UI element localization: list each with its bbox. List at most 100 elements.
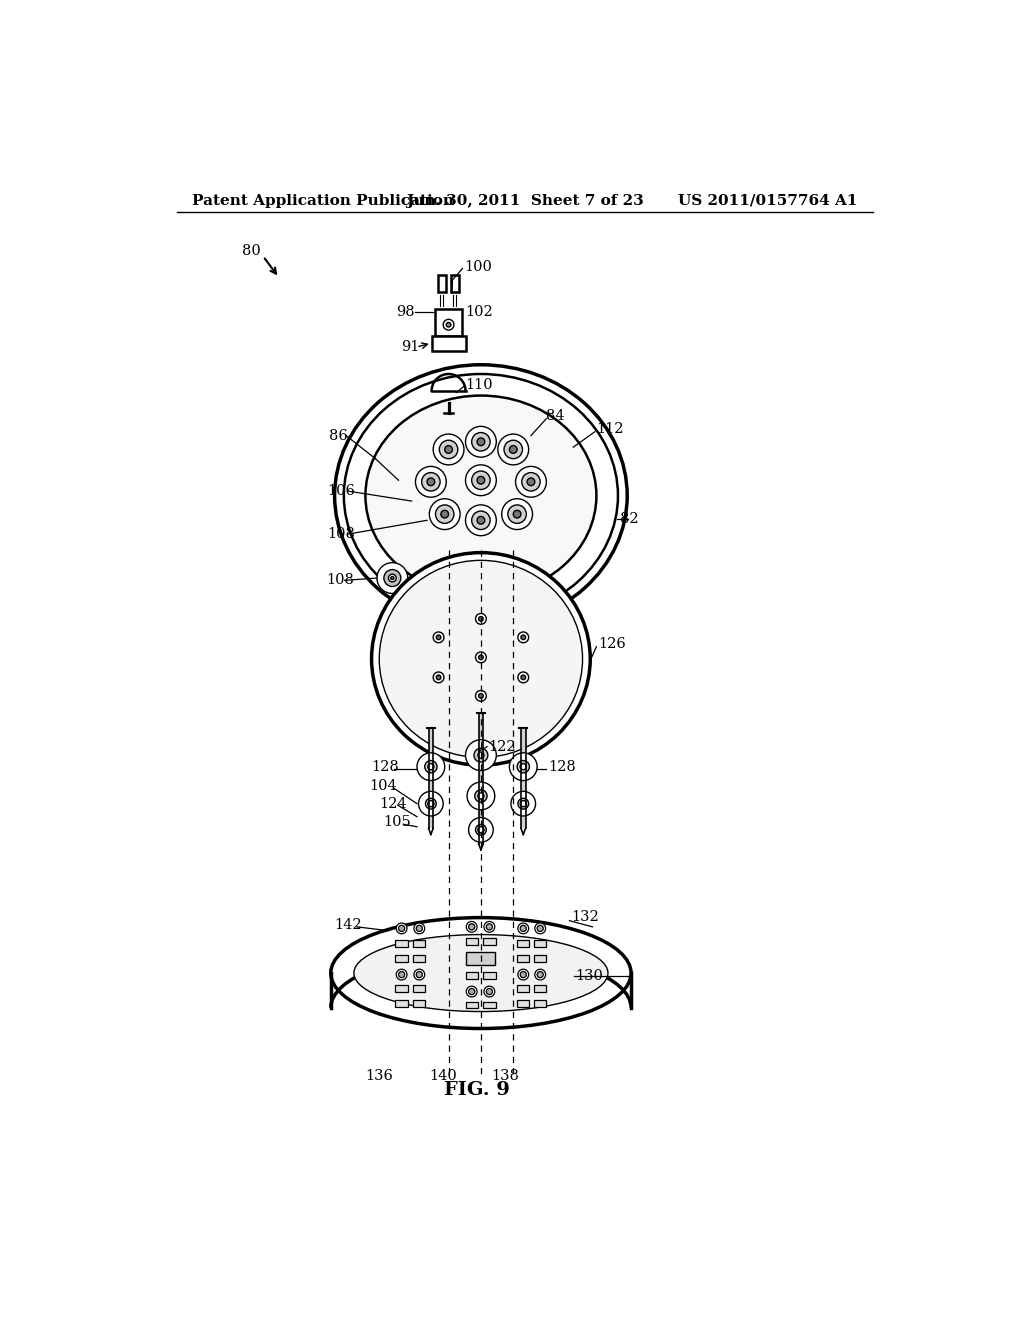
Text: 98: 98 — [396, 305, 415, 319]
Text: 122: 122 — [488, 739, 516, 754]
Circle shape — [477, 516, 484, 524]
Circle shape — [517, 760, 529, 774]
Circle shape — [478, 752, 484, 758]
Circle shape — [486, 924, 493, 929]
Circle shape — [515, 466, 547, 498]
Circle shape — [466, 465, 497, 495]
Circle shape — [518, 923, 528, 933]
Circle shape — [474, 748, 487, 762]
Bar — [395, 940, 408, 946]
Circle shape — [520, 763, 526, 770]
Circle shape — [441, 511, 449, 517]
Bar — [413, 985, 425, 991]
Circle shape — [396, 969, 407, 979]
Circle shape — [478, 616, 483, 622]
Circle shape — [472, 433, 490, 451]
Circle shape — [472, 511, 490, 529]
Circle shape — [398, 925, 404, 932]
Circle shape — [425, 799, 436, 809]
Bar — [413, 1001, 425, 1007]
Circle shape — [509, 752, 538, 780]
Circle shape — [478, 655, 483, 660]
Circle shape — [511, 792, 536, 816]
Circle shape — [427, 478, 435, 486]
Circle shape — [477, 438, 484, 446]
Circle shape — [436, 635, 441, 640]
Bar — [483, 973, 496, 979]
Text: 80: 80 — [243, 244, 261, 257]
Circle shape — [486, 989, 493, 995]
Circle shape — [433, 632, 444, 643]
Bar — [521, 729, 525, 829]
Circle shape — [475, 690, 486, 701]
Circle shape — [391, 577, 394, 579]
Text: 84: 84 — [547, 409, 565, 424]
Bar — [478, 713, 483, 843]
Bar — [466, 973, 478, 979]
Circle shape — [518, 672, 528, 682]
Text: 108: 108 — [327, 527, 354, 541]
Bar — [483, 1002, 496, 1008]
Circle shape — [417, 752, 444, 780]
Text: 112: 112 — [596, 422, 624, 437]
Circle shape — [466, 739, 497, 771]
Circle shape — [475, 789, 487, 803]
Circle shape — [520, 925, 526, 932]
Text: 108: 108 — [326, 573, 354, 587]
Circle shape — [484, 921, 495, 932]
Text: Jun. 30, 2011  Sheet 7 of 23: Jun. 30, 2011 Sheet 7 of 23 — [406, 194, 644, 207]
Bar — [535, 985, 547, 991]
Circle shape — [466, 426, 497, 457]
Circle shape — [416, 925, 422, 932]
Circle shape — [428, 763, 434, 770]
Bar — [535, 1001, 547, 1007]
Text: 136: 136 — [366, 1069, 393, 1084]
Circle shape — [422, 473, 440, 491]
Circle shape — [478, 826, 484, 833]
Text: 140: 140 — [429, 1069, 457, 1084]
Circle shape — [466, 921, 477, 932]
Bar — [517, 1001, 529, 1007]
Text: 86: 86 — [330, 429, 348, 442]
Circle shape — [478, 793, 484, 799]
Circle shape — [469, 924, 475, 929]
Circle shape — [475, 652, 486, 663]
Circle shape — [538, 972, 544, 978]
Text: 82: 82 — [621, 512, 639, 525]
Circle shape — [425, 760, 437, 774]
Circle shape — [396, 923, 407, 933]
Circle shape — [443, 319, 454, 330]
Circle shape — [446, 322, 451, 327]
Bar — [483, 939, 496, 945]
Circle shape — [446, 391, 451, 395]
Bar — [395, 1001, 408, 1007]
Bar — [435, 309, 463, 335]
Ellipse shape — [335, 364, 628, 627]
Circle shape — [443, 387, 454, 397]
Circle shape — [509, 446, 517, 453]
Bar — [517, 956, 529, 962]
Circle shape — [419, 792, 443, 816]
Circle shape — [416, 466, 446, 498]
Text: 104: 104 — [370, 779, 397, 793]
Circle shape — [484, 986, 495, 997]
Circle shape — [478, 693, 483, 698]
Circle shape — [520, 800, 526, 807]
Circle shape — [467, 781, 495, 810]
Bar — [413, 940, 425, 946]
Circle shape — [518, 632, 528, 643]
Circle shape — [513, 511, 521, 517]
Bar — [432, 335, 466, 351]
Circle shape — [414, 969, 425, 979]
Text: 128: 128 — [371, 760, 398, 774]
Bar — [429, 729, 433, 829]
Circle shape — [398, 972, 404, 978]
Circle shape — [475, 825, 486, 836]
Text: 91: 91 — [400, 341, 419, 354]
Text: 105: 105 — [383, 816, 411, 829]
Bar — [395, 956, 408, 962]
Text: US 2011/0157764 A1: US 2011/0157764 A1 — [678, 194, 857, 207]
Circle shape — [414, 923, 425, 933]
Circle shape — [466, 506, 497, 536]
Text: 102: 102 — [466, 305, 494, 319]
